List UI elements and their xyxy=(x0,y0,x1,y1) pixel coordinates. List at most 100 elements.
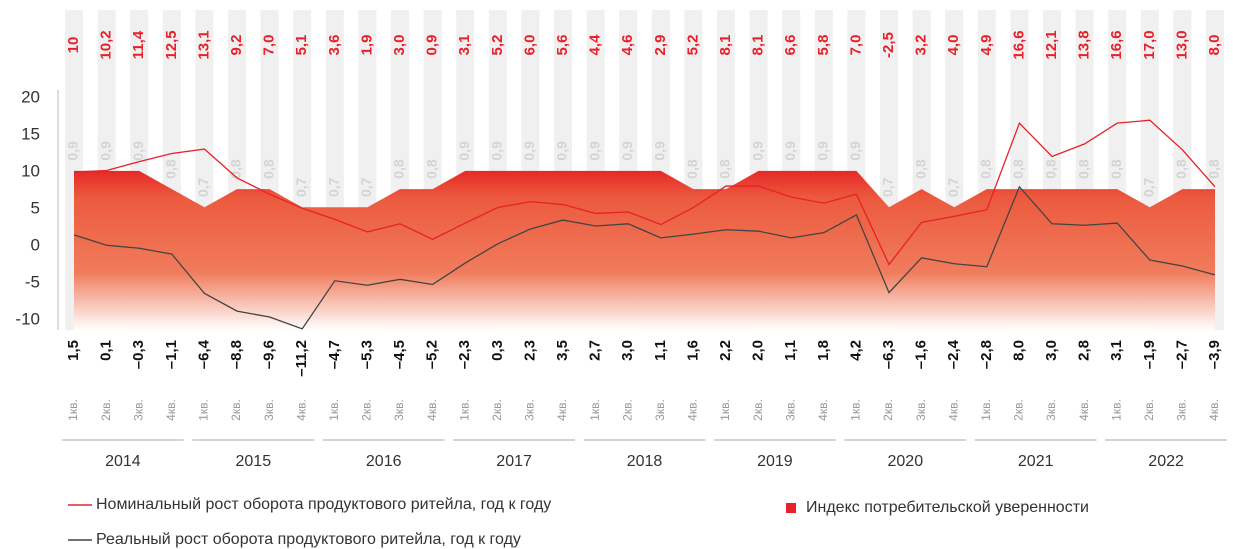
area-value-label: 0,8 xyxy=(391,159,407,179)
area-value-label: 0,8 xyxy=(978,159,994,179)
real-label: 8,0 xyxy=(1010,340,1027,361)
real-label: 1,1 xyxy=(652,340,669,361)
quarter-label: 1кв. xyxy=(66,399,80,421)
quarter-label: 3кв. xyxy=(653,399,667,421)
year-label: 2015 xyxy=(236,453,272,470)
real-label: –6,3 xyxy=(880,340,897,369)
real-label: –1,9 xyxy=(1141,340,1158,369)
nominal-label: 10 xyxy=(65,37,82,54)
quarter-label: 2кв. xyxy=(751,399,765,421)
area-value-label: 0,9 xyxy=(586,141,602,161)
area-value-label: 0,8 xyxy=(1206,159,1222,179)
area-value-label: 0,7 xyxy=(1141,177,1157,197)
real-label: –9,6 xyxy=(261,340,278,369)
nominal-label: 13,1 xyxy=(195,30,212,59)
real-label: –1,1 xyxy=(163,340,180,369)
quarter-label: 4кв. xyxy=(816,399,830,421)
quarter-label: 1кв. xyxy=(327,399,341,421)
area-value-label: 0,9 xyxy=(130,141,146,161)
quarter-label: 3кв. xyxy=(1044,399,1058,421)
year-label: 2019 xyxy=(757,453,793,470)
area-value-label: 0,9 xyxy=(847,141,863,161)
quarter-label: 2кв. xyxy=(99,399,113,421)
quarter-label: 1кв. xyxy=(197,399,211,421)
area-value-label: 0,7 xyxy=(945,177,961,197)
quarter-label: 4кв. xyxy=(555,399,569,421)
quarter-label: 4кв. xyxy=(946,399,960,421)
nominal-label: 3,1 xyxy=(456,35,473,56)
quarter-label: 1кв. xyxy=(849,399,863,421)
nominal-label: 6,6 xyxy=(782,35,799,56)
nominal-label: 6,0 xyxy=(521,35,538,56)
year-label: 2020 xyxy=(888,453,924,470)
nominal-label: 13,8 xyxy=(1076,30,1093,59)
legend-swatch xyxy=(786,503,796,513)
area-value-label: 0,9 xyxy=(456,141,472,161)
year-label: 2022 xyxy=(1148,453,1184,470)
y-tick-label: -5 xyxy=(25,272,40,291)
area-value-label: 0,8 xyxy=(1010,159,1026,179)
year-label: 2016 xyxy=(366,453,402,470)
real-label: 3,5 xyxy=(554,340,571,361)
year-label: 2018 xyxy=(627,453,663,470)
quarter-label: 3кв. xyxy=(783,399,797,421)
real-label: 2,7 xyxy=(587,340,604,361)
quarter-label: 2кв. xyxy=(1142,399,1156,421)
area-value-label: 0,9 xyxy=(489,141,505,161)
confidence-area xyxy=(74,170,1215,330)
y-tick-label: 5 xyxy=(31,198,40,217)
nominal-label: 17,0 xyxy=(1141,30,1158,59)
area-value-label: 0,8 xyxy=(260,159,276,179)
quarter-label: 1кв. xyxy=(979,399,993,421)
area-value-label: 0,9 xyxy=(619,141,635,161)
year-label: 2021 xyxy=(1018,453,1054,470)
area-value-label: 0,8 xyxy=(717,159,733,179)
y-tick-label: -10 xyxy=(15,309,40,328)
real-label: –4,5 xyxy=(391,340,408,369)
quarter-label: 4кв. xyxy=(686,399,700,421)
area-value-label: 0,7 xyxy=(195,177,211,197)
nominal-label: 3,2 xyxy=(913,35,930,56)
nominal-label: 11,4 xyxy=(130,30,147,59)
area-value-label: 0,8 xyxy=(228,159,244,179)
area-value-label: 0,9 xyxy=(749,141,765,161)
nominal-label: 5,6 xyxy=(554,35,571,56)
area-value-label: 0,8 xyxy=(684,159,700,179)
real-label: 2,3 xyxy=(521,340,538,361)
y-tick-label: 10 xyxy=(21,161,40,180)
area-value-label: 0,8 xyxy=(1173,159,1189,179)
quarter-label: 2кв. xyxy=(229,399,243,421)
nominal-label: 4,9 xyxy=(978,35,995,56)
real-label: 1,8 xyxy=(815,340,832,361)
quarter-label: 2кв. xyxy=(490,399,504,421)
real-label: –5,3 xyxy=(358,340,375,369)
area-value-label: 0,8 xyxy=(1108,159,1124,179)
real-label: 0,3 xyxy=(489,340,506,361)
nominal-label: 12,1 xyxy=(1043,30,1060,59)
real-label: –4,7 xyxy=(326,340,343,369)
year-label: 2014 xyxy=(105,453,141,470)
nominal-label: 16,6 xyxy=(1010,30,1027,59)
real-label: 3,0 xyxy=(1043,340,1060,361)
nominal-label: 2,9 xyxy=(652,35,669,56)
real-label: –2,8 xyxy=(978,340,995,369)
area-value-label: 0,8 xyxy=(1075,159,1091,179)
area-value-label: 0,8 xyxy=(163,159,179,179)
nominal-label: 5,2 xyxy=(684,35,701,56)
quarter-label: 2кв. xyxy=(1012,399,1026,421)
quarter-label: 2кв. xyxy=(360,399,374,421)
area-value-label: 0,9 xyxy=(65,141,81,161)
quarter-label: 2кв. xyxy=(881,399,895,421)
real-label: –8,8 xyxy=(228,340,245,369)
nominal-label: 4,4 xyxy=(587,34,604,56)
y-tick-label: 20 xyxy=(21,87,40,106)
nominal-label: 9,2 xyxy=(228,35,245,56)
nominal-label: 5,1 xyxy=(293,35,310,56)
area-value-label: 0,7 xyxy=(880,177,896,197)
quarter-label: 4кв. xyxy=(164,399,178,421)
nominal-label: 1,9 xyxy=(358,35,375,56)
nominal-label: 12,5 xyxy=(163,30,180,59)
quarter-label: 3кв. xyxy=(1175,399,1189,421)
area-value-label: 0,9 xyxy=(521,141,537,161)
real-label: 1,1 xyxy=(782,340,799,361)
